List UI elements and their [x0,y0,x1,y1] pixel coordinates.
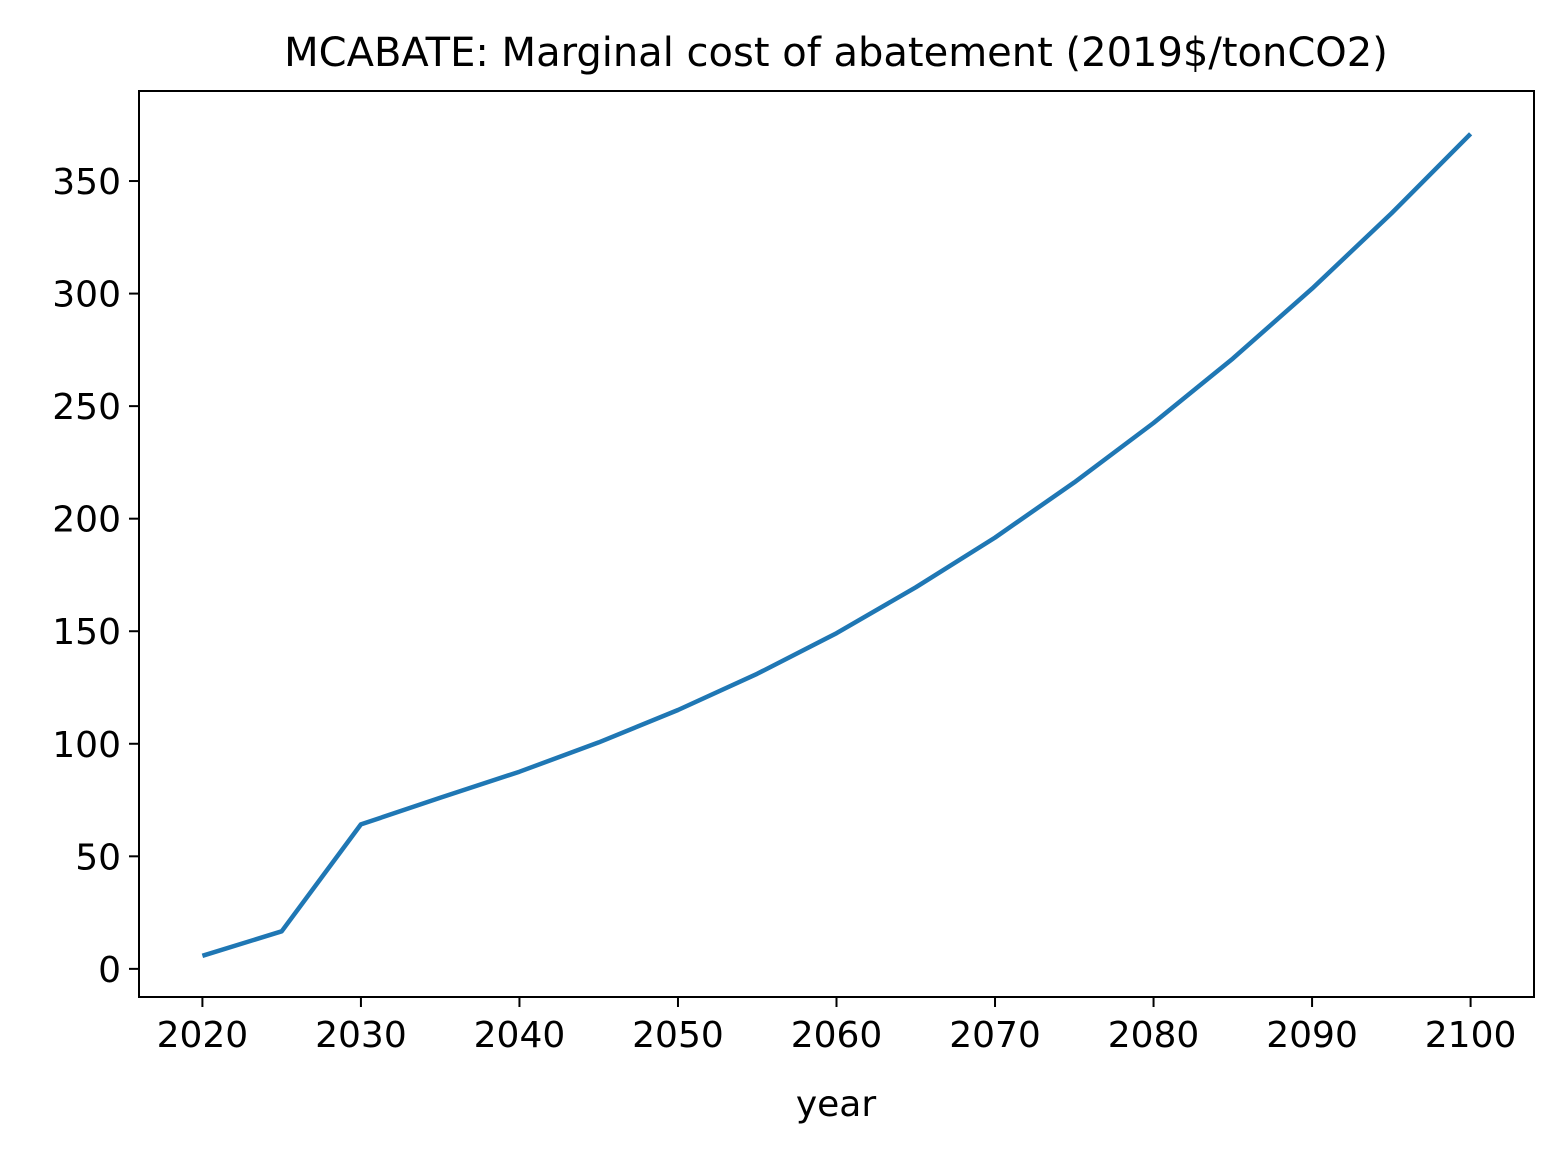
x-tick-label: 2040 [474,1015,566,1056]
plot-area [201,132,1473,958]
x-tick-label: 2050 [632,1015,724,1056]
x-axis: 2020 2030 2040 2050 2060 2070 2080 2090 2100 [157,997,1517,1056]
y-tick-label: 250 [52,387,121,428]
y-tick-label: 150 [52,612,121,653]
x-tick-label: 2070 [949,1015,1041,1056]
x-axis-label: year [796,1084,877,1125]
axes-frame [138,90,1535,998]
y-axis: 0 50 100 150 200 250 300 350 [52,162,139,991]
chart-title: MCABATE: Marginal cost of abatement (201… [284,30,1388,76]
y-tick-label: 100 [52,725,121,766]
x-tick-label: 2100 [1425,1015,1517,1056]
x-tick-label: 2020 [157,1015,249,1056]
x-tick-label: 2030 [315,1015,407,1056]
x-tick-label: 2090 [1266,1015,1358,1056]
series-line [201,132,1473,958]
y-tick-label: 300 [52,275,121,316]
y-tick-label: 200 [52,500,121,541]
y-tick-label: 350 [52,162,121,203]
y-tick-label: 50 [75,837,121,878]
x-tick-label: 2060 [791,1015,883,1056]
x-tick-label: 2080 [1108,1015,1200,1056]
y-tick-label: 0 [98,950,121,991]
